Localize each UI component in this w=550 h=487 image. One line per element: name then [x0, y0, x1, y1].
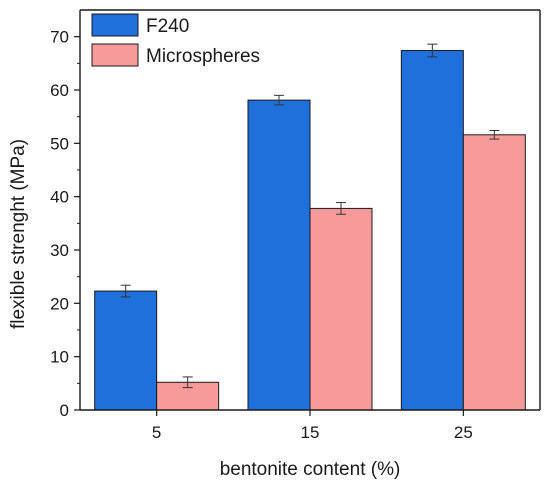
- y-tick-label: 50: [50, 134, 69, 153]
- bar-f240-25: [400, 50, 464, 411]
- x-tick-label: 15: [301, 423, 320, 442]
- x-tick-label: 5: [152, 423, 161, 442]
- y-ticks: 0 10 20 30 40 50 60 70: [50, 28, 80, 420]
- legend-swatch-microspheres: [91, 43, 139, 67]
- x-axis-title: bentonite content (%): [220, 459, 401, 480]
- y-tick-label: 30: [50, 241, 69, 260]
- x-tick-label: 25: [454, 423, 473, 442]
- bar-f240-15: [247, 99, 311, 411]
- y-tick-label: 10: [50, 348, 69, 367]
- y-tick-label: 40: [50, 188, 69, 207]
- error-bars-layer: [120, 43, 500, 389]
- legend: F240 Microspheres: [91, 13, 260, 67]
- y-tick-label: 20: [50, 294, 69, 313]
- y-axis-title: flexible strenght (MPa): [8, 139, 29, 329]
- bar-microspheres-25: [462, 134, 526, 411]
- y-tick-label: 0: [60, 401, 69, 420]
- y-tick-label: 70: [50, 28, 69, 47]
- legend-swatch-f240: [91, 13, 139, 37]
- legend-label-f240: F240: [146, 16, 189, 37]
- bars-layer: [94, 50, 526, 411]
- x-ticks: 5 15 25: [152, 410, 473, 442]
- bar-microspheres-15: [309, 207, 373, 411]
- y-tick-label: 60: [50, 81, 69, 100]
- legend-label-microspheres: Microspheres: [146, 46, 260, 67]
- bar-f240-5: [94, 290, 158, 411]
